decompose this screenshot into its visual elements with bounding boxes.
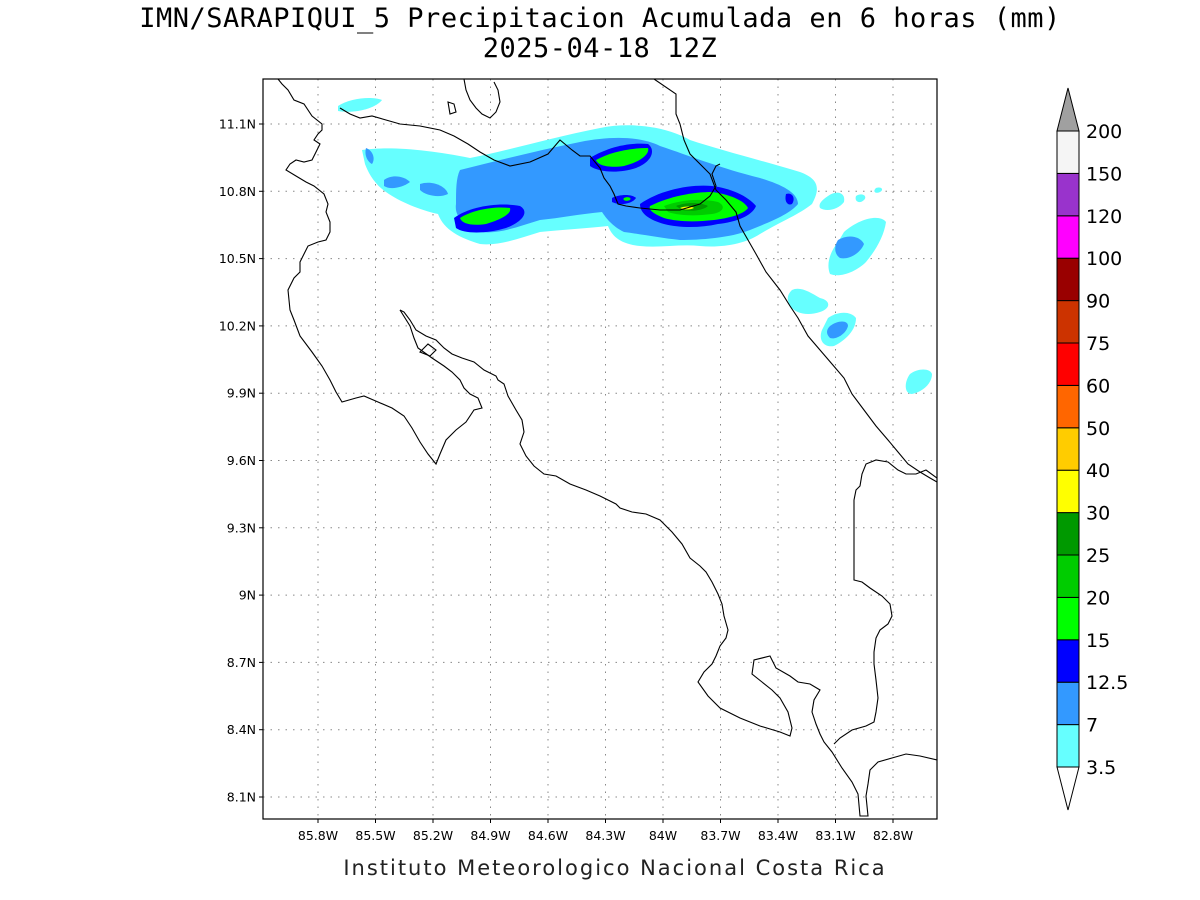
colorbar-label: 100: [1086, 248, 1122, 270]
lat-label: 10.8N: [219, 184, 256, 199]
lon-label: 83.4W: [758, 828, 798, 843]
colorbar-label: 150: [1086, 163, 1122, 185]
colorbar-label: 60: [1086, 375, 1110, 397]
lon-label: 84.9W: [470, 828, 510, 843]
lon-label: 83.7W: [700, 828, 740, 843]
colorbar-segment: [1056, 554, 1080, 598]
precipitation-field: [338, 98, 932, 394]
caribbean-coast: [653, 79, 937, 483]
colorbar-label: 75: [1086, 333, 1110, 355]
peninsula-coast: [419, 343, 437, 357]
colorbar-label: 200: [1086, 121, 1122, 143]
lat-label: 8.7N: [227, 655, 256, 670]
colorbar-label: 25: [1086, 545, 1110, 567]
nicoya-coast: [399, 309, 937, 817]
colorbar-segment: [1056, 596, 1080, 641]
colorbar-segment: [1056, 130, 1080, 174]
lat-label: 10.5N: [219, 251, 256, 266]
colorbar-label: 12.5: [1086, 672, 1128, 694]
colorbar-label: 40: [1086, 460, 1110, 482]
colorbar-label: 7: [1086, 715, 1098, 737]
rain-area-blue: [827, 321, 848, 339]
rain-area-green: [460, 207, 511, 225]
map-valid-time: 2025-04-18 12Z: [482, 33, 718, 64]
lat-label: 9.3N: [227, 520, 256, 535]
lon-label: 84W: [649, 828, 677, 843]
rain-area-cyan: [874, 187, 883, 193]
panama-border: [833, 459, 937, 745]
colorbar-segment: [1056, 639, 1080, 683]
rain-area-green: [623, 197, 631, 201]
nicaragua-border: [339, 107, 721, 211]
colorbar-arrow-low: [1056, 766, 1080, 811]
lon-label: 84.6W: [528, 828, 568, 843]
colorbar-label: 20: [1086, 587, 1110, 609]
lon-label: 83.1W: [815, 828, 855, 843]
lon-label: 85.8W: [298, 828, 338, 843]
colorbar-segment: [1056, 427, 1080, 471]
lat-label: 9.6N: [227, 453, 256, 468]
plot-frame: [262, 78, 938, 820]
rain-area-cyan: [819, 192, 845, 210]
lon-label: 82.8W: [873, 828, 913, 843]
longitude-labels: 85.8W 85.5W 85.2W 84.9W 84.6W 84.3W 84W 83.7W 83…: [298, 819, 913, 843]
lon-label: 85.5W: [355, 828, 395, 843]
colorbar-segment: [1056, 342, 1080, 386]
lat-label: 8.4N: [227, 722, 256, 737]
lat-label: 10.2N: [219, 318, 256, 333]
nicaragua-lake-coast: [277, 79, 483, 466]
colorbar-segment: [1056, 512, 1080, 556]
colorbar-segment: [1056, 724, 1080, 768]
lat-label: 8.1N: [227, 790, 256, 805]
rain-area-darkblue: [785, 193, 794, 205]
islet: [447, 101, 457, 115]
colorbar-label: 15: [1086, 630, 1110, 652]
rain-area-green: [596, 148, 649, 167]
colorbar-segment: [1056, 257, 1080, 302]
lake-shore: [463, 79, 501, 119]
colorbar-label: 90: [1086, 291, 1110, 313]
rain-area-cyan: [787, 288, 829, 314]
rain-area-blue: [420, 182, 448, 197]
credit-text: Instituto Meteorologico Nacional Costa R…: [343, 856, 887, 880]
colorbar-segment: [1056, 215, 1080, 259]
rain-area-blue: [835, 236, 864, 259]
map-title: IMN/SARAPIQUI_5 Precipitacion Acumulada …: [139, 3, 1061, 34]
rain-area-blue: [365, 148, 374, 164]
rain-area-blue: [384, 176, 410, 189]
colorbar-arrow-high: [1056, 87, 1080, 132]
colorbar: 3.5 7 12.5 15 20 25 30 40 50 60 75 90 100 120 150 200: [1056, 87, 1128, 811]
lat-label: 9.9N: [227, 386, 256, 401]
colorbar-segment: [1056, 681, 1080, 726]
lon-label: 85.2W: [413, 828, 453, 843]
colorbar-label: 50: [1086, 418, 1110, 440]
coastlines: [277, 79, 937, 817]
lat-label: 9N: [239, 588, 256, 603]
colorbar-label: 30: [1086, 503, 1110, 525]
colorbar-label: 120: [1086, 206, 1122, 228]
lon-label: 84.3W: [585, 828, 625, 843]
colorbar-segment: [1056, 172, 1080, 217]
colorbar-label: 3.5: [1086, 757, 1116, 779]
rain-area-cyan: [338, 98, 382, 112]
rain-area-cyan: [905, 369, 932, 394]
lat-label: 11.1N: [219, 117, 256, 132]
colorbar-segment: [1056, 384, 1080, 429]
rain-area-cyan: [855, 194, 866, 203]
colorbar-segment: [1056, 300, 1080, 344]
latitude-labels: 11.1N 10.8N 10.5N 10.2N 9.9N 9.6N 9.3N 9N 8.7N 8.…: [219, 117, 263, 805]
colorbar-segment: [1056, 469, 1080, 514]
